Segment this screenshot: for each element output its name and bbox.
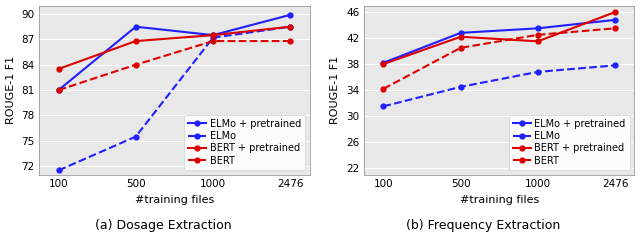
X-axis label: #training files: #training files [460, 195, 539, 205]
ELMo [534, 70, 541, 73]
BERT [54, 89, 62, 91]
BERT [132, 63, 140, 66]
BERT + pretrained [534, 40, 541, 43]
Line: ELMo + pretrained: ELMo + pretrained [381, 17, 618, 65]
X-axis label: #training files: #training files [135, 195, 214, 205]
BERT + pretrained [209, 34, 217, 37]
Text: (b) Frequency Extraction: (b) Frequency Extraction [406, 219, 561, 232]
Legend: ELMo + pretrained, ELMo, BERT + pretrained, BERT: ELMo + pretrained, ELMo, BERT + pretrain… [184, 115, 305, 170]
Y-axis label: ROUGE-1 F1: ROUGE-1 F1 [6, 56, 15, 124]
ELMo + pretrained [380, 61, 387, 64]
ELMo + pretrained [534, 27, 541, 30]
ELMo [54, 169, 62, 172]
Line: BERT: BERT [381, 26, 618, 91]
ELMo + pretrained [287, 13, 294, 16]
BERT [457, 46, 465, 49]
BERT [534, 33, 541, 36]
ELMo + pretrained [457, 31, 465, 34]
ELMo [287, 25, 294, 28]
ELMo [611, 64, 619, 67]
BERT + pretrained [380, 63, 387, 66]
Line: ELMo: ELMo [381, 63, 618, 109]
ELMo [457, 85, 465, 88]
BERT + pretrained [287, 25, 294, 28]
ELMo [209, 36, 217, 39]
ELMo + pretrained [132, 25, 140, 28]
ELMo + pretrained [611, 18, 619, 21]
BERT [287, 40, 294, 42]
BERT + pretrained [132, 40, 140, 42]
Line: ELMo: ELMo [56, 24, 292, 173]
Line: BERT + pretrained: BERT + pretrained [56, 24, 292, 71]
BERT [380, 87, 387, 90]
BERT + pretrained [54, 68, 62, 70]
ELMo + pretrained [54, 89, 62, 91]
BERT + pretrained [457, 35, 465, 38]
ELMo [380, 105, 387, 108]
ELMo + pretrained [209, 34, 217, 37]
ELMo [132, 135, 140, 138]
BERT [611, 27, 619, 30]
Line: BERT + pretrained: BERT + pretrained [381, 10, 618, 66]
Text: (a) Dosage Extraction: (a) Dosage Extraction [95, 219, 232, 232]
Legend: ELMo + pretrained, ELMo, BERT + pretrained, BERT: ELMo + pretrained, ELMo, BERT + pretrain… [509, 115, 630, 170]
BERT [209, 40, 217, 42]
Y-axis label: ROUGE-1 F1: ROUGE-1 F1 [330, 56, 340, 124]
BERT + pretrained [611, 11, 619, 14]
Line: ELMo + pretrained: ELMo + pretrained [56, 12, 292, 92]
Line: BERT: BERT [56, 39, 292, 92]
